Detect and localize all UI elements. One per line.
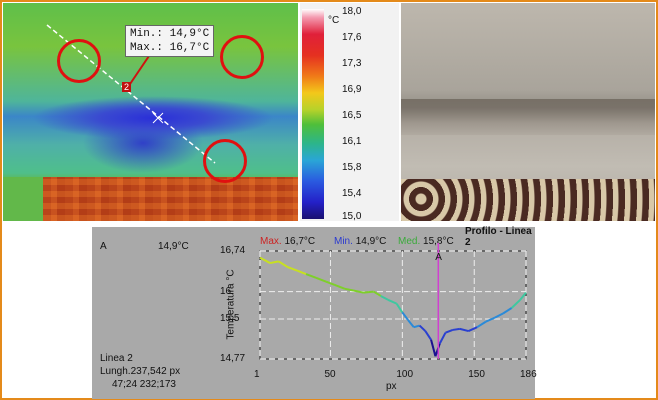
- profile-segment: [363, 290, 374, 294]
- color-scale: °C 18,0 17,6 17,3 16,9 16,5 16,1 15,8 15…: [300, 3, 399, 222]
- profile-segment: [305, 273, 317, 279]
- profile-segment: [519, 292, 527, 301]
- y-tick-label: 15,5: [220, 312, 240, 324]
- profile-segment: [445, 329, 454, 334]
- profile-segment: [438, 332, 447, 345]
- plot-frame: [259, 250, 527, 360]
- readout-min: Min.: 14,9°C: [130, 28, 210, 40]
- profile-segment: [418, 324, 427, 332]
- wall-stain: [401, 99, 655, 135]
- profile-segment: [353, 289, 364, 294]
- profile-segment: [325, 280, 336, 286]
- profile-segment: [407, 319, 415, 328]
- x-tick-label: 186: [520, 369, 537, 380]
- legend-min-value: 14,9°C: [355, 236, 387, 247]
- visual-photo[interactable]: [401, 3, 655, 221]
- profile-segment: [278, 260, 288, 268]
- profile-segment: [424, 330, 432, 341]
- profile-segment: [502, 307, 513, 315]
- scale-unit: °C: [328, 15, 340, 26]
- profile-segment: [468, 326, 478, 332]
- readout-max: Max.: 16,7°C: [130, 42, 210, 54]
- cursor-label: A: [100, 241, 107, 252]
- legend-med-value: 15,8°C: [423, 236, 454, 247]
- profile-segment: [430, 339, 437, 357]
- legend-med-label: Med.: [398, 236, 421, 247]
- line-length: Lungh.237,542 px: [100, 366, 181, 377]
- profile-segment: [452, 327, 461, 331]
- x-tick-label: 50: [324, 369, 336, 380]
- profile-segment: [476, 320, 487, 329]
- line-marker-label: 2: [122, 82, 132, 92]
- legend-min: Min. 14,9°C: [334, 236, 386, 247]
- profile-segment: [344, 287, 354, 292]
- scale-tick: 17,6: [342, 32, 362, 43]
- profile-segment: [510, 299, 521, 309]
- profile-segment: [286, 265, 298, 272]
- scale-tick: 15,0: [342, 211, 362, 222]
- highlight-circle-right: [220, 35, 264, 79]
- callout-arrow: [127, 52, 152, 88]
- scale-tick: 15,8: [342, 162, 362, 173]
- cursor-value: 14,9°C: [158, 241, 189, 252]
- info-panel: A 14,9°C Linea 2 Lungh.237,542 px 47;24 …: [92, 227, 198, 399]
- profile-segment: [334, 284, 346, 290]
- scale-tick: 18,0: [342, 6, 362, 17]
- legend-med: Med. 15,8°C: [398, 236, 454, 247]
- x-axis-label: px: [386, 381, 397, 392]
- line-coords: 47;24 232;173: [112, 379, 176, 390]
- profile-panel: Profilo - Linea 2 Max. 16,7°C Min. 14,9°…: [198, 226, 537, 399]
- profile-segment: [297, 269, 307, 275]
- cursor-marker-label: A: [435, 252, 442, 263]
- cursor-mark: [152, 112, 164, 124]
- x-tick-label: 100: [396, 369, 414, 380]
- profile-segment: [269, 260, 279, 265]
- color-scale-bar[interactable]: [302, 9, 324, 219]
- legend-max-value: 16,7°C: [284, 236, 316, 247]
- profile-segment: [493, 312, 504, 319]
- y-tick-label: 16: [220, 285, 232, 297]
- thermal-image[interactable]: 2 Min.: 14,9°C Max.: 16,7°C: [3, 3, 298, 221]
- profile-segment: [401, 311, 409, 321]
- profile-segment: [459, 327, 469, 333]
- scale-tick: 16,5: [342, 110, 362, 121]
- y-tick-label: 16,74: [220, 245, 246, 256]
- scale-tick: 17,3: [342, 58, 362, 69]
- thermal-floor-strip: [3, 177, 43, 221]
- highlight-circle-bottom: [203, 139, 247, 183]
- highlight-circle-left: [57, 39, 101, 83]
- legend-min-label: Min.: [334, 236, 353, 247]
- x-tick-label: 1: [254, 369, 260, 380]
- y-tick-label: 14,77: [220, 353, 246, 364]
- profile-segment: [380, 295, 389, 301]
- profile-segment: [413, 324, 420, 329]
- profile-segment: [485, 316, 495, 323]
- profile-chart[interactable]: [259, 243, 527, 360]
- line-name: Linea 2: [100, 353, 133, 364]
- profile-title: Profilo - Linea 2: [465, 226, 532, 248]
- x-tick-label: 150: [468, 369, 485, 380]
- legend-max-label: Max.: [260, 236, 282, 247]
- scale-tick: 16,1: [342, 136, 362, 147]
- profile-segment: [387, 298, 398, 305]
- profile-segment: [395, 303, 404, 313]
- profile-segment: [373, 290, 382, 297]
- sofa-pattern: [401, 179, 655, 221]
- thermal-sofa-region: [43, 177, 298, 221]
- y-axis-label: Temperatura °C: [225, 269, 237, 340]
- legend-max: Max. 16,7°C: [260, 236, 315, 247]
- profile-segment: [315, 276, 327, 283]
- profile-segment: [259, 256, 271, 264]
- scale-tick: 16,9: [342, 84, 362, 95]
- scale-tick: 15,4: [342, 188, 362, 199]
- temperature-readout: Min.: 14,9°C Max.: 16,7°C: [125, 25, 215, 57]
